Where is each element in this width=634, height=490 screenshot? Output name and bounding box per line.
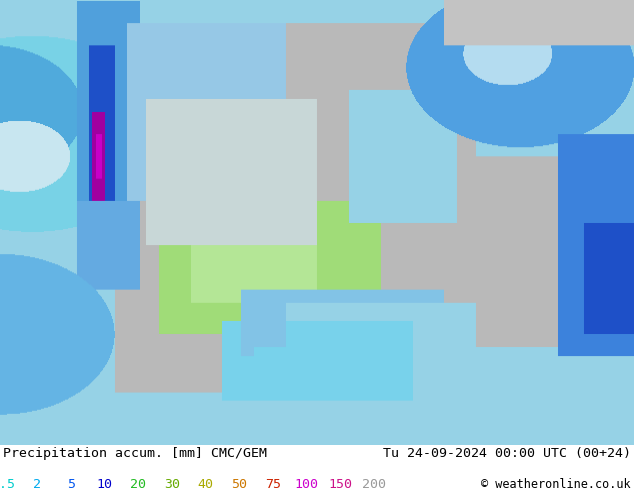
Text: 30: 30 bbox=[164, 478, 180, 490]
Text: 0.5: 0.5 bbox=[0, 478, 15, 490]
Text: 2: 2 bbox=[33, 478, 41, 490]
Text: 20: 20 bbox=[130, 478, 146, 490]
Text: 100: 100 bbox=[295, 478, 319, 490]
Text: Tu 24-09-2024 00:00 UTC (00+24): Tu 24-09-2024 00:00 UTC (00+24) bbox=[383, 447, 631, 460]
Text: 200: 200 bbox=[362, 478, 386, 490]
Text: 50: 50 bbox=[231, 478, 247, 490]
Text: 150: 150 bbox=[328, 478, 353, 490]
Text: © weatheronline.co.uk: © weatheronline.co.uk bbox=[481, 478, 631, 490]
Text: Precipitation accum. [mm] CMC/GEM: Precipitation accum. [mm] CMC/GEM bbox=[3, 447, 267, 460]
Text: 10: 10 bbox=[96, 478, 112, 490]
Text: 40: 40 bbox=[197, 478, 214, 490]
Text: 5: 5 bbox=[67, 478, 75, 490]
Text: 75: 75 bbox=[265, 478, 281, 490]
